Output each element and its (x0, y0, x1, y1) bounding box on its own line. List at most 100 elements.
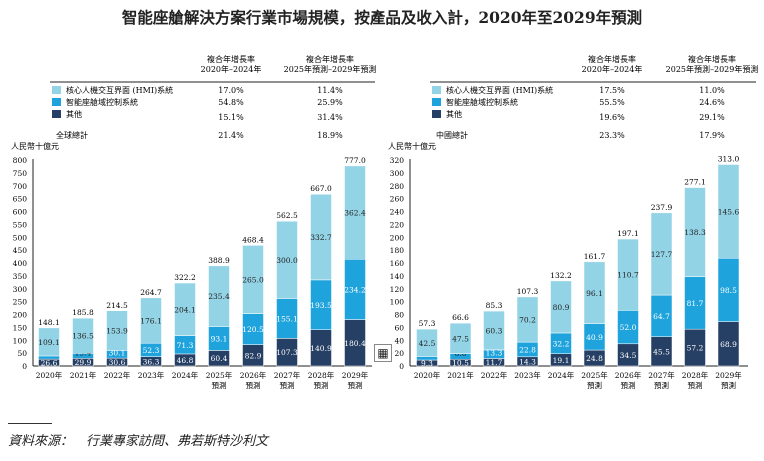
bar-segment (344, 165, 366, 260)
cagr-header: 2020年–2024年 (201, 64, 262, 74)
y-tick-label: 60 (394, 323, 404, 332)
data-label: 29.9 (75, 358, 92, 367)
total-label: 85.3 (486, 301, 503, 310)
cagr-header: 複合年增長率 (588, 54, 636, 64)
data-label: 40.9 (586, 333, 603, 342)
legend-swatch (432, 110, 441, 118)
legend-label: 核心人機交互界面 (HMI)系統 (66, 85, 173, 95)
y-tick-label: 200 (13, 311, 28, 320)
cagr-header: 複合年增長率 (207, 54, 255, 64)
cagr-value: 11.4% (317, 86, 343, 95)
data-label: 57.2 (687, 344, 704, 353)
cagr-value: 54.8% (218, 98, 244, 107)
data-label: 300.0 (276, 256, 298, 265)
data-label: 93.1 (211, 334, 228, 343)
total-cagr-value: 17.9% (699, 131, 725, 140)
table-icon[interactable]: ▦ (374, 344, 392, 362)
x-tick-label: 2025年 (581, 370, 608, 380)
data-label: 47.5 (452, 334, 469, 343)
data-label: 70.2 (519, 316, 536, 325)
legend-label: 其他 (66, 109, 82, 119)
data-label: 32.2 (553, 339, 570, 348)
data-label: 127.7 (651, 250, 673, 259)
legend-swatch (432, 86, 441, 94)
data-label: 136.5 (72, 332, 94, 341)
y-tick-label: 220 (390, 220, 405, 229)
y-tick-label: 450 (13, 246, 28, 255)
data-label: 36.3 (143, 357, 160, 366)
y-tick-label: 180 (390, 246, 405, 255)
total-label: 197.1 (617, 229, 638, 238)
data-label: 68.9 (720, 340, 737, 349)
bar-segment (242, 245, 264, 314)
y-tick-label: 400 (13, 259, 28, 268)
y-tick-label: 100 (13, 336, 28, 345)
y-tick-label: 0 (399, 362, 404, 371)
bar-segment (106, 310, 128, 351)
x-tick-label: 2023年 (514, 370, 541, 380)
total-label: 185.8 (72, 308, 94, 317)
y-tick-label: 80 (394, 311, 404, 320)
y-tick-label: 0 (22, 362, 27, 371)
y-axis-label: 人民幣十億元 (11, 141, 59, 151)
total-label: 562.5 (276, 211, 298, 220)
data-label: 81.7 (687, 299, 704, 308)
total-label: 237.9 (651, 203, 673, 212)
y-tick-label: 260 (390, 195, 405, 204)
cagr-value: 29.1% (699, 113, 725, 122)
data-label: 19.1 (553, 356, 570, 365)
data-label: 11.7 (486, 358, 503, 367)
data-label: 98.5 (720, 286, 737, 295)
legend-swatch (52, 86, 61, 94)
bar-segment (140, 297, 162, 344)
bar-segment (583, 261, 606, 324)
data-label: 22.8 (519, 345, 536, 354)
bar-segment (650, 212, 673, 296)
cagr-header: 複合年增長率 (688, 54, 736, 64)
cagr-value: 55.5% (599, 98, 625, 107)
data-label: 145.6 (718, 207, 740, 216)
x-tick-label: 預測 (348, 380, 363, 390)
total-label: 322.2 (174, 273, 196, 282)
bar-segment (38, 327, 60, 357)
legend-label: 核心人機交互界面 (HMI)系統 (446, 85, 553, 95)
data-label: 46.8 (177, 356, 194, 365)
y-tick-label: 40 (394, 336, 404, 345)
data-label: 265.0 (242, 276, 264, 285)
data-label: 26.6 (41, 359, 58, 368)
x-tick-label: 預測 (212, 380, 227, 390)
bar-segment (550, 280, 572, 334)
data-label: 45.5 (653, 347, 670, 356)
y-tick-label: 20 (394, 349, 404, 358)
x-tick-label: 2022年 (104, 370, 131, 380)
total-label: 66.6 (452, 313, 469, 322)
total-label: 148.1 (38, 318, 59, 327)
y-tick-label: 650 (13, 195, 28, 204)
x-tick-label: 2022年 (481, 370, 508, 380)
bar-segment (208, 265, 230, 327)
y-tick-label: 600 (13, 208, 28, 217)
x-tick-label: 預測 (280, 380, 295, 390)
cagr-value: 24.6% (699, 98, 725, 107)
cagr-value: 15.1% (218, 113, 244, 122)
total-label: 264.7 (140, 288, 162, 297)
y-tick-label: 320 (390, 156, 405, 165)
x-tick-label: 2020年 (414, 370, 441, 380)
data-label: 107.3 (276, 348, 298, 357)
data-label: 60.4 (211, 354, 228, 363)
y-axis-label: 人民幣十億元 (388, 141, 436, 151)
cagr-value: 25.9% (317, 98, 343, 107)
cagr-header: 2025年預測–2029年預測 (284, 64, 377, 74)
data-label: 140.9 (310, 344, 332, 353)
y-tick-label: 350 (13, 272, 28, 281)
y-tick-label: 300 (13, 285, 28, 294)
legend-swatch (52, 110, 61, 118)
bar-segment (516, 296, 539, 343)
data-label: 176.1 (140, 317, 161, 326)
legend-label: 智能座艙域控制系統 (66, 97, 138, 107)
data-label: 204.1 (174, 305, 195, 314)
x-tick-label: 2027年 (274, 370, 301, 380)
y-tick-label: 140 (390, 272, 405, 281)
